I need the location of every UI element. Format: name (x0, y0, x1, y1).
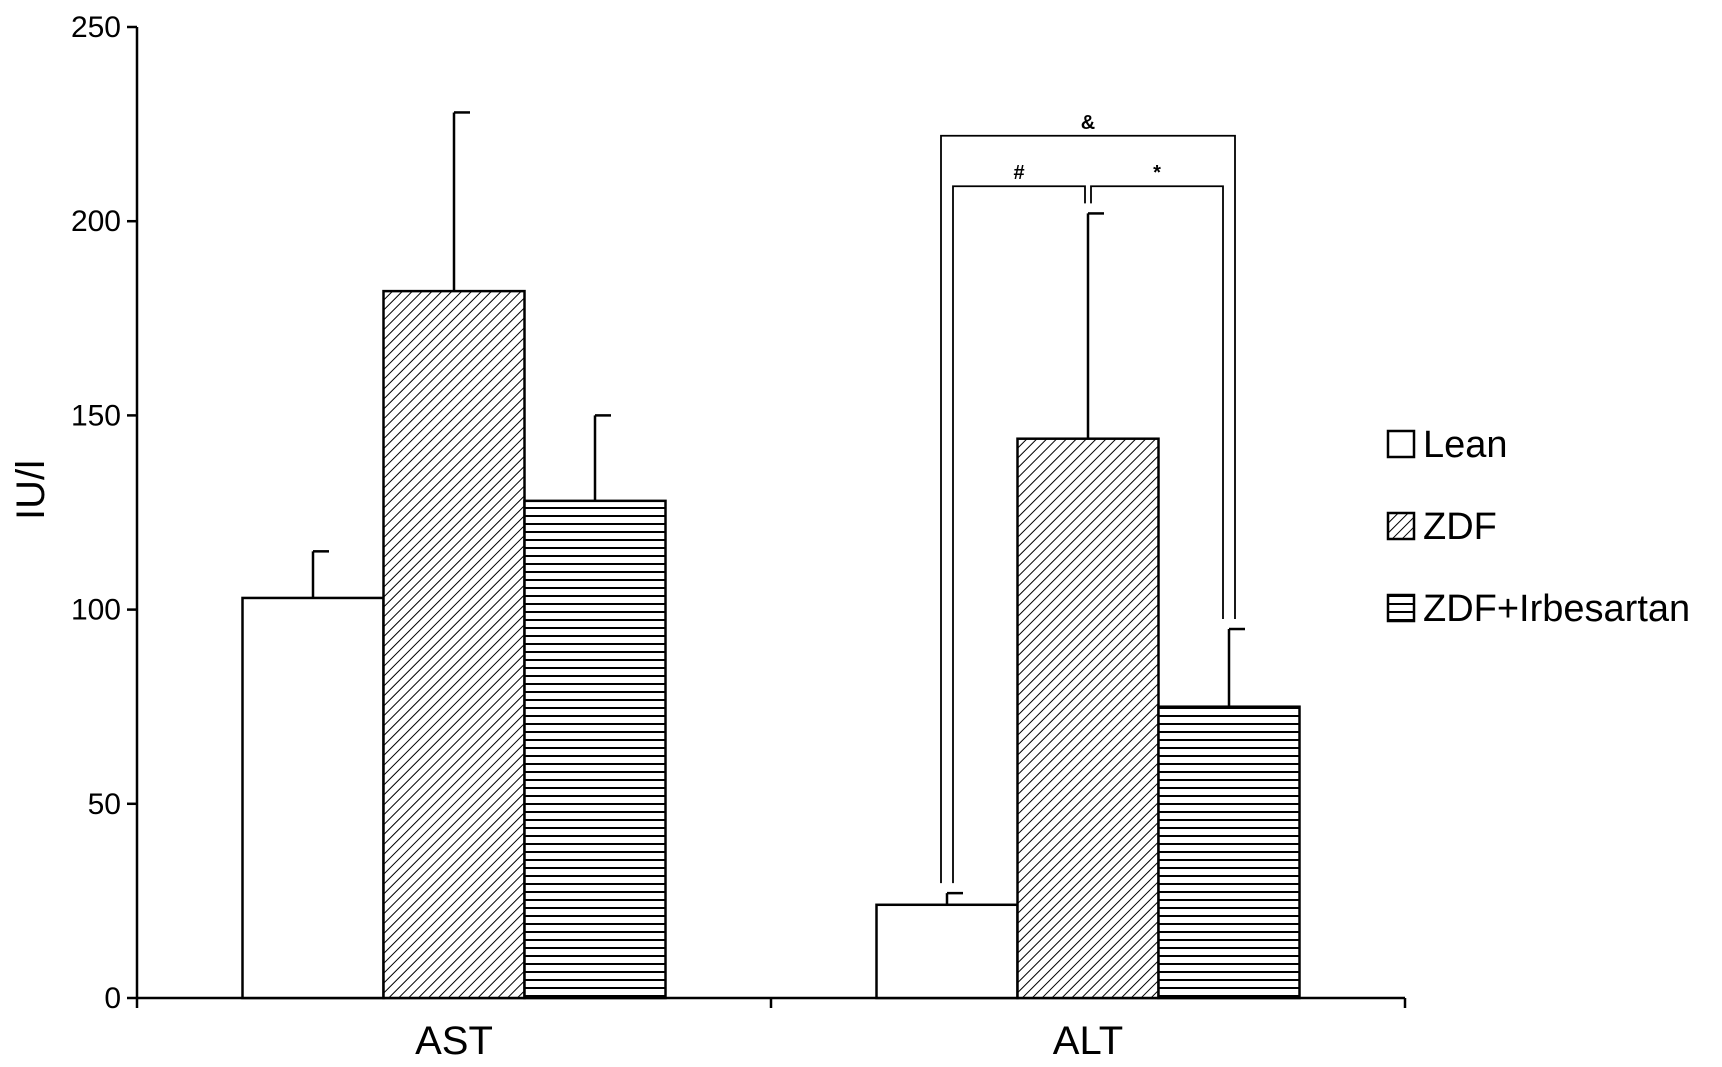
significance-label: * (1153, 162, 1161, 184)
legend: Lean ZDF ZDF+Irbesartan (1386, 424, 1690, 630)
legend-swatch (1386, 429, 1416, 459)
legend-swatch (1386, 593, 1416, 623)
significance-annotations: & # * (940, 112, 1236, 884)
y-tick-label: 250 (71, 11, 121, 44)
y-tick-label: 150 (71, 399, 121, 432)
y-axis-label: IU/l (9, 460, 53, 520)
y-tick-label: 100 (71, 594, 121, 627)
y-tick-label: 0 (104, 982, 121, 1015)
legend-label: ZDF+Irbesartan (1423, 588, 1690, 630)
bar (875, 903, 1019, 1000)
y-tick-label: 50 (88, 788, 121, 821)
x-tick-label: AST (415, 1019, 493, 1063)
significance-bracket (1090, 185, 1224, 620)
y-tick-label: 200 (71, 205, 121, 238)
significance-bracket (952, 185, 1086, 884)
bar (382, 289, 526, 1000)
bar (1157, 705, 1301, 1000)
bar (1016, 437, 1160, 1000)
bars (241, 111, 1301, 1000)
legend-label: ZDF (1423, 506, 1497, 548)
legend-swatch (1386, 511, 1416, 541)
significance-label: # (1013, 162, 1024, 184)
x-tick-label: ALT (1053, 1019, 1123, 1063)
significance-label: & (1081, 112, 1095, 134)
bar (241, 596, 385, 1000)
significance-bracket (940, 134, 1236, 884)
legend-label: Lean (1423, 424, 1508, 466)
bar (523, 499, 667, 1000)
